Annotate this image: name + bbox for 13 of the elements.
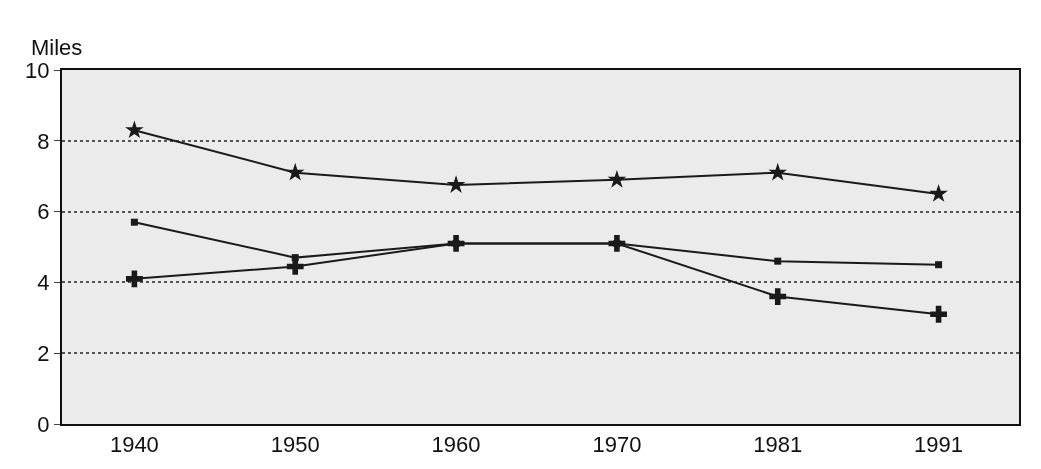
x-tick-label: 1940 <box>109 432 159 458</box>
x-tick-label: 1960 <box>431 432 481 458</box>
y-tick-label: 0 <box>37 411 50 437</box>
x-tick-label: 1950 <box>270 432 320 458</box>
y-tick-label: 8 <box>37 128 50 154</box>
y-tick-label: 2 <box>37 340 50 366</box>
x-tick-label: 1981 <box>753 432 803 458</box>
y-tick-label: 6 <box>37 199 50 225</box>
x-tick-label: 1970 <box>592 432 642 458</box>
x-tick-label: 1991 <box>914 432 964 458</box>
y-tick-label: 4 <box>37 270 50 296</box>
y-tick-label: 10 <box>25 57 50 83</box>
y-axis-title: Miles <box>31 35 83 60</box>
